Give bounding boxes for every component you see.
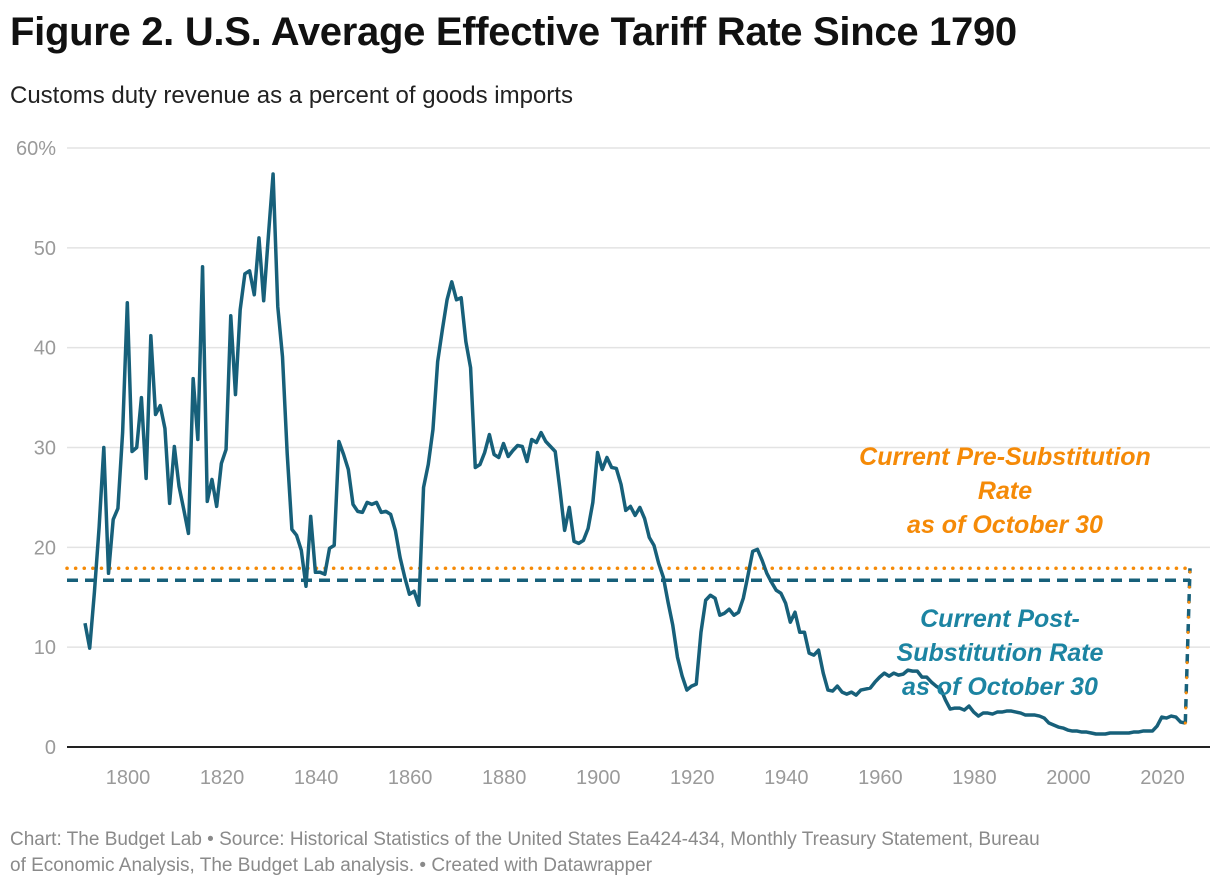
x-tick-label: 1900 [576,767,621,789]
y-tick-label: 20 [34,537,56,559]
x-tick-label: 1980 [952,767,997,789]
x-tick-label: 1940 [764,767,809,789]
footer-source-line-2: of Economic Analysis, The Budget Lab ana… [10,855,653,876]
projection-segment-post [1183,568,1192,724]
x-tick-label: 1860 [388,767,433,789]
pre-substitution-annotation: Rate [978,477,1032,505]
x-tick-label: 2000 [1046,767,1091,789]
x-tick-label: 1920 [670,767,715,789]
y-tick-label: 60% [16,138,56,160]
pre-substitution-annotation: Current Pre-Substitution [859,443,1151,471]
x-tick-label: 2020 [1140,767,1185,789]
x-tick-label: 1880 [482,767,527,789]
y-tick-label: 10 [34,637,56,659]
y-tick-label: 30 [34,438,56,460]
chart-title: Figure 2. U.S. Average Effective Tariff … [10,10,1017,54]
pre-substitution-annotation: as of October 30 [907,511,1103,539]
x-tick-label: 1820 [200,767,245,789]
footer-source-line-1: Chart: The Budget Lab • Source: Historic… [10,829,1040,850]
x-tick-label: 1840 [294,767,339,789]
tariff-rate-line [83,172,1186,736]
x-tick-label: 1800 [106,767,151,789]
y-tick-label: 50 [34,238,56,260]
post-substitution-annotation: Current Post- [920,605,1080,633]
y-tick-label: 40 [34,338,56,360]
y-tick-label: 0 [45,737,56,759]
x-tick-label: 1960 [858,767,903,789]
post-substitution-annotation: Substitution Rate [897,639,1104,667]
post-substitution-annotation: as of October 30 [902,673,1098,701]
chart-subtitle: Customs duty revenue as a percent of goo… [10,82,573,109]
